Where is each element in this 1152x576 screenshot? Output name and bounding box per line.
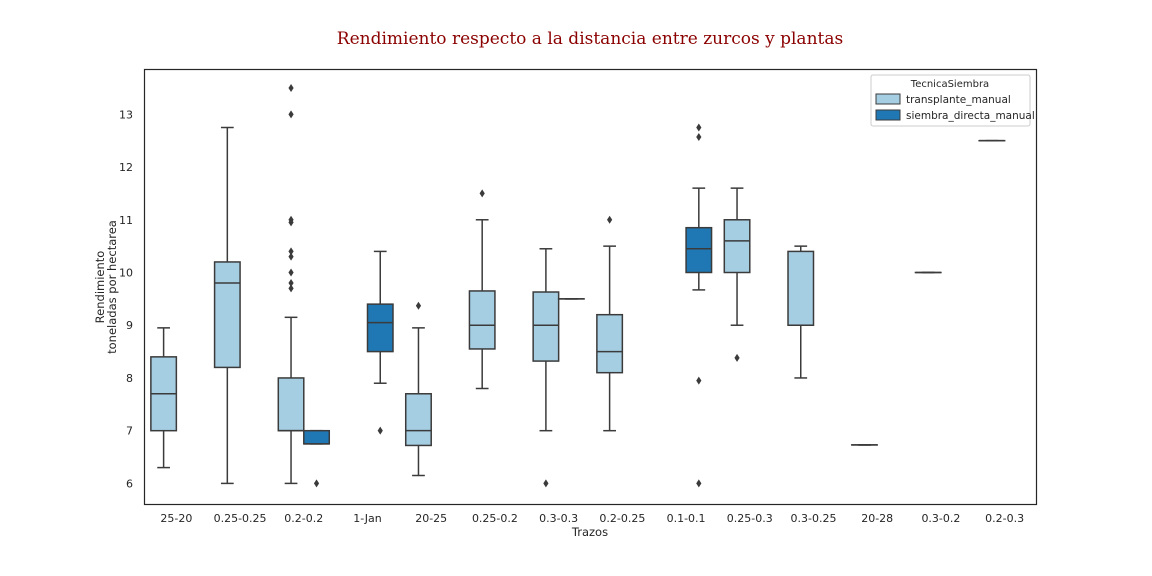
y-axis-label-line2: toneladas por hectarea	[105, 220, 119, 354]
box-group	[277, 83, 305, 485]
outlier-point	[288, 215, 294, 224]
box-body	[723, 219, 751, 274]
outlier-point	[415, 301, 422, 310]
box-body	[685, 226, 713, 274]
box-group	[213, 126, 241, 485]
box-body	[277, 377, 305, 432]
y-tick-label: 7	[126, 425, 133, 438]
box-body	[596, 313, 624, 374]
box-group	[150, 327, 178, 469]
legend-label-transplante: transplante_manual	[906, 94, 1011, 106]
y-tick-label: 6	[126, 477, 133, 490]
box-body	[213, 261, 241, 369]
y-tick-label: 10	[119, 267, 133, 280]
box-group	[723, 187, 751, 362]
outlier-point	[313, 479, 320, 488]
y-tick-label: 12	[119, 161, 133, 174]
x-axis-label: Trazos	[571, 525, 608, 539]
y-axis-label-line1: Rendimiento	[93, 251, 107, 324]
y-tick-label: 13	[119, 108, 133, 121]
x-tick-label: 0.1-0.1	[667, 512, 706, 525]
box-group	[468, 189, 496, 390]
x-tick-label: 20-25	[415, 512, 447, 525]
box-group	[303, 429, 331, 488]
box-body	[532, 291, 560, 362]
outlier-point	[288, 268, 294, 277]
outlier-point	[288, 252, 294, 261]
y-tick-label: 11	[119, 214, 133, 227]
outlier-point	[696, 479, 702, 488]
x-tick-label: 0.2-0.3	[985, 512, 1024, 525]
x-tick-label: 0.2-0.2	[284, 512, 323, 525]
x-tick-label: 20-28	[861, 512, 893, 525]
outlier-point	[607, 215, 613, 224]
box-group	[787, 245, 815, 379]
outlier-point	[696, 376, 702, 385]
outlier-point	[696, 123, 702, 132]
x-tick-label: 0.25-0.25	[214, 512, 267, 525]
legend-label-siembra: siembra_directa_manual	[906, 110, 1035, 122]
legend: TecnicaSiembra transplante_manual siembr…	[870, 74, 1035, 127]
outlier-point	[543, 479, 549, 488]
box-group	[404, 301, 432, 477]
plot-frame	[143, 68, 1038, 506]
x-tick-label: 0.25-0.3	[727, 512, 773, 525]
box-body	[468, 290, 496, 350]
x-tick-label: 25-20	[160, 512, 192, 525]
legend-swatch-transplante	[875, 93, 901, 105]
box-group	[532, 248, 560, 488]
legend-swatch-siembra	[875, 109, 901, 121]
box-body	[303, 429, 331, 445]
box-group	[596, 215, 624, 432]
plot-area	[150, 83, 1006, 488]
y-axis-ticks: 6 7 8 9 10 11 12 13	[119, 108, 133, 490]
outlier-point	[288, 284, 294, 293]
chart-title: Rendimiento respecto a la distancia entr…	[337, 29, 843, 49]
box-body	[787, 250, 815, 326]
box-body	[404, 393, 432, 447]
x-axis-ticks: 25-20 0.25-0.25 0.2-0.2 1-Jan 20-25 0.25-0.2 0…	[160, 512, 1024, 525]
x-tick-label: 0.25-0.2	[472, 512, 518, 525]
x-tick-label: 0.3-0.25	[791, 512, 837, 525]
outlier-point	[479, 189, 485, 198]
y-tick-label: 8	[126, 372, 133, 385]
y-tick-label: 9	[126, 319, 133, 332]
outlier-point	[288, 83, 294, 92]
y-axis-label: Rendimiento toneladas por hectarea	[93, 220, 119, 354]
legend-title: TecnicaSiembra	[910, 79, 989, 90]
box-group	[366, 250, 394, 435]
box-body	[366, 303, 394, 353]
box-group	[685, 123, 713, 488]
outlier-point	[696, 132, 702, 141]
outlier-point	[288, 279, 294, 288]
outlier-point	[288, 110, 294, 119]
x-tick-label: 0.3-0.2	[921, 512, 960, 525]
outlier-point	[377, 426, 383, 435]
legend-box	[870, 74, 1031, 127]
x-tick-label: 1-Jan	[353, 512, 382, 525]
outlier-point	[288, 247, 294, 256]
x-tick-label: 0.3-0.3	[539, 512, 578, 525]
outlier-point	[734, 353, 740, 362]
x-tick-label: 0.2-0.25	[599, 512, 645, 525]
